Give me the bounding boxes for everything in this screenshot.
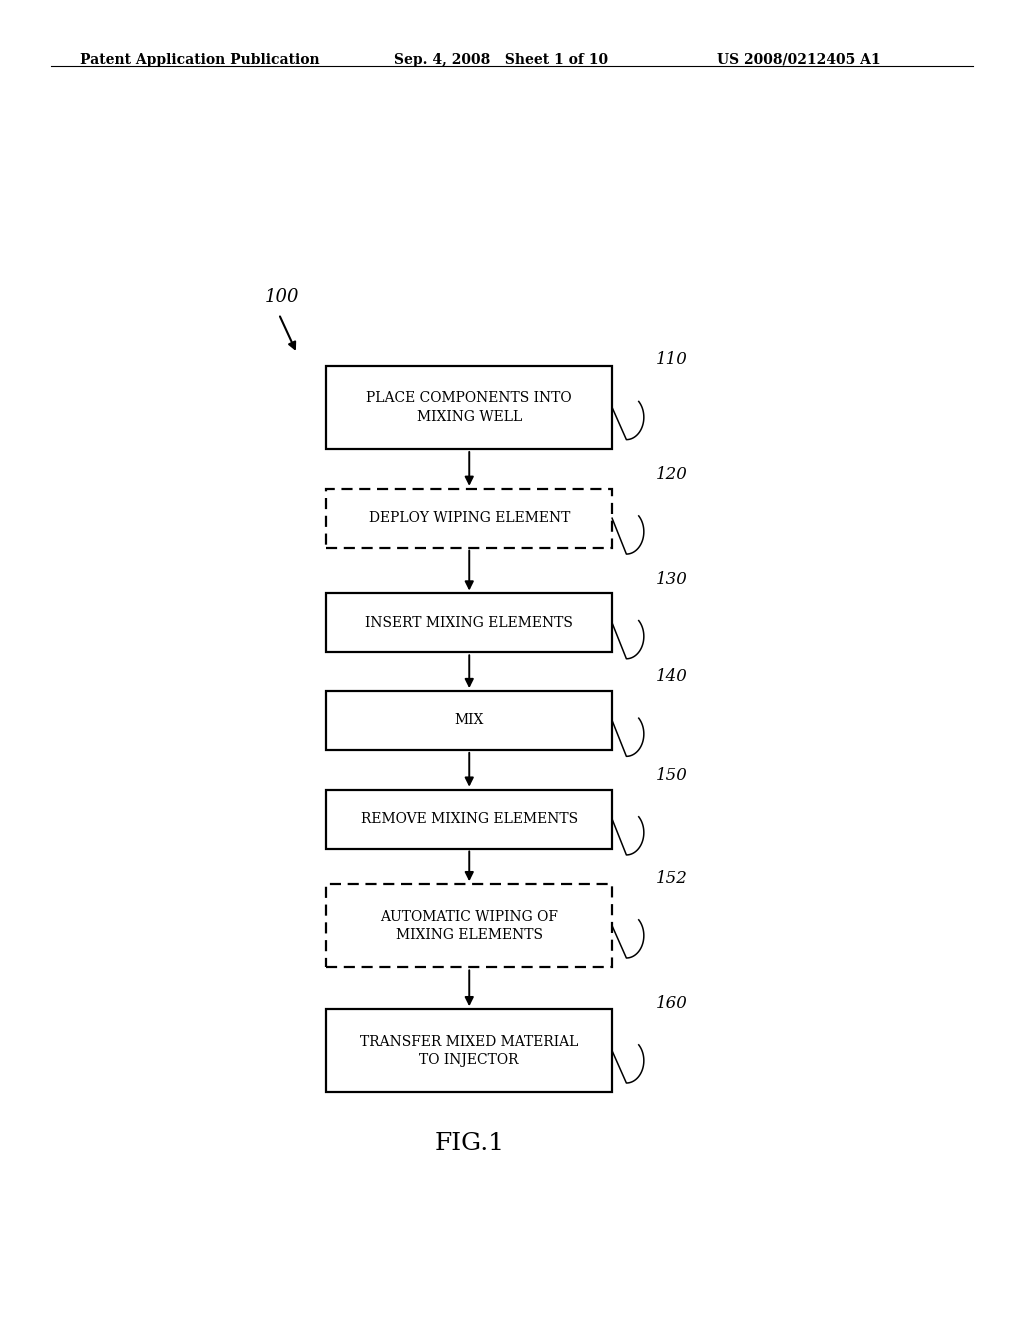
Text: FIG.1: FIG.1 (434, 1133, 504, 1155)
Text: 152: 152 (655, 870, 688, 887)
Text: PLACE COMPONENTS INTO
MIXING WELL: PLACE COMPONENTS INTO MIXING WELL (367, 391, 572, 424)
FancyBboxPatch shape (327, 594, 612, 652)
Text: Sep. 4, 2008   Sheet 1 of 10: Sep. 4, 2008 Sheet 1 of 10 (394, 53, 608, 67)
Text: 140: 140 (655, 668, 688, 685)
Text: Patent Application Publication: Patent Application Publication (80, 53, 319, 67)
FancyBboxPatch shape (327, 366, 612, 449)
Text: 160: 160 (655, 995, 688, 1012)
Text: TRANSFER MIXED MATERIAL
TO INJECTOR: TRANSFER MIXED MATERIAL TO INJECTOR (360, 1035, 579, 1067)
FancyBboxPatch shape (327, 884, 612, 968)
Text: 130: 130 (655, 570, 688, 587)
FancyBboxPatch shape (327, 1008, 612, 1093)
Text: 120: 120 (655, 466, 688, 483)
Text: MIX: MIX (455, 714, 484, 727)
Text: INSERT MIXING ELEMENTS: INSERT MIXING ELEMENTS (366, 616, 573, 630)
Text: US 2008/0212405 A1: US 2008/0212405 A1 (717, 53, 881, 67)
Text: 150: 150 (655, 767, 688, 784)
Text: 100: 100 (264, 288, 299, 306)
FancyBboxPatch shape (327, 488, 612, 548)
Text: REMOVE MIXING ELEMENTS: REMOVE MIXING ELEMENTS (360, 812, 578, 826)
FancyBboxPatch shape (327, 789, 612, 849)
Text: DEPLOY WIPING ELEMENT: DEPLOY WIPING ELEMENT (369, 511, 570, 525)
Text: 110: 110 (655, 351, 688, 368)
Text: AUTOMATIC WIPING OF
MIXING ELEMENTS: AUTOMATIC WIPING OF MIXING ELEMENTS (380, 909, 558, 942)
FancyBboxPatch shape (327, 690, 612, 750)
